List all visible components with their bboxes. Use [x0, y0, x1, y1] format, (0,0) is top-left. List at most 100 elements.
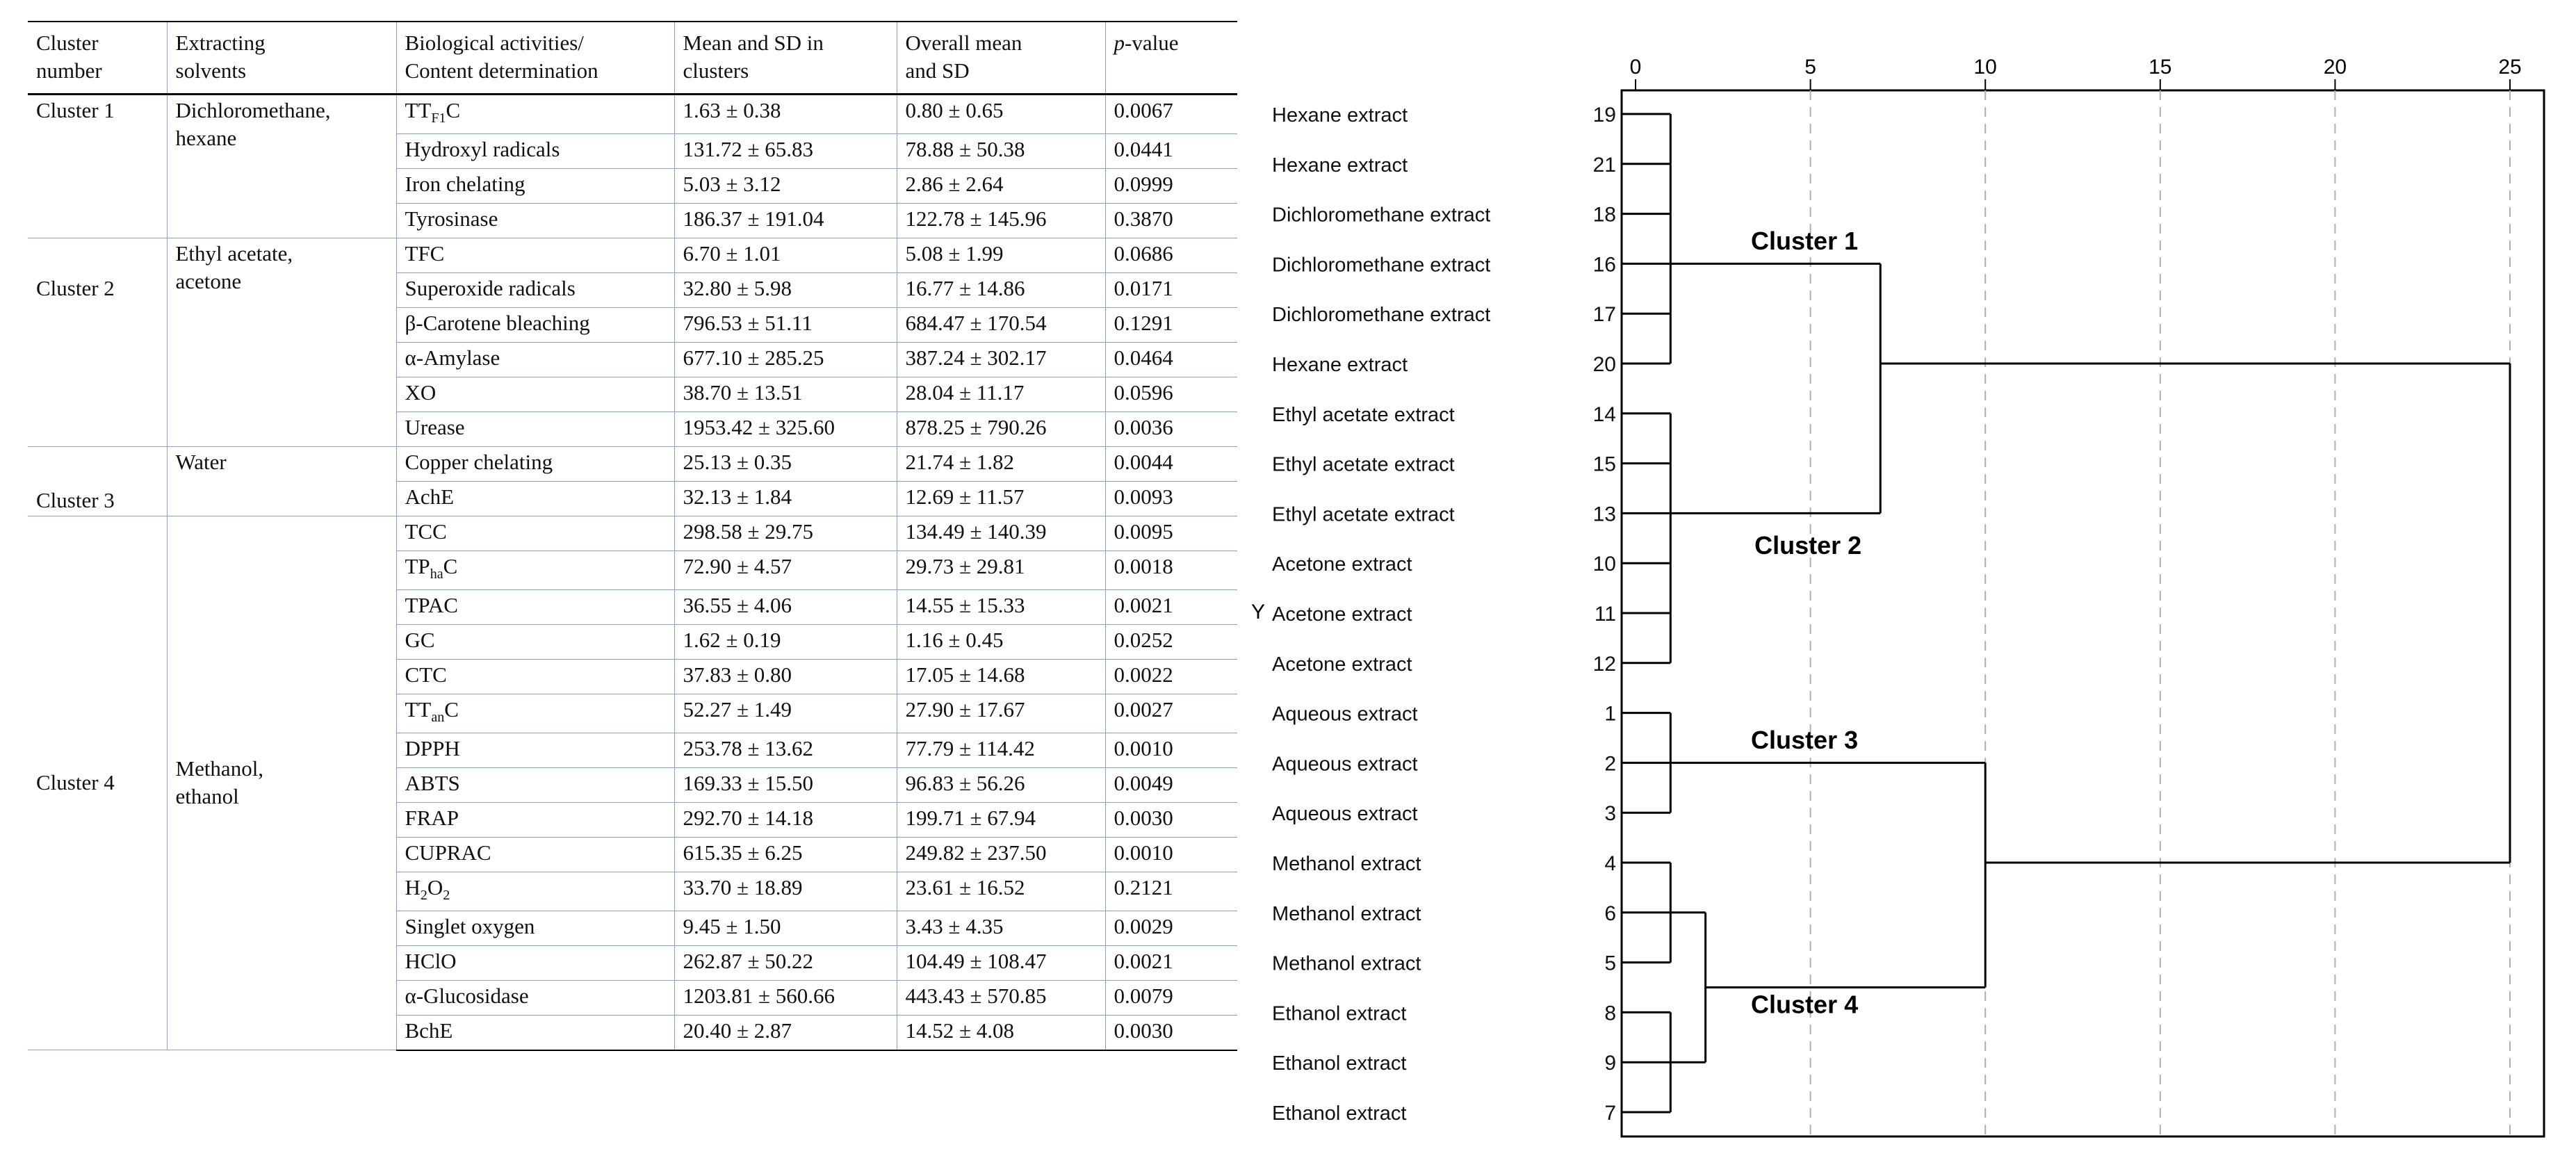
leaf-label: Dichloromethane extract	[1272, 254, 1490, 276]
solvent-text: hexane	[175, 125, 237, 150]
overall-mean-sd-cell: 684.47 ± 170.54	[896, 307, 1105, 343]
leaf-label: Acetone extract	[1272, 653, 1412, 676]
table-header: Cluster number Extracting solvents Biologi…	[28, 21, 1237, 95]
p-value-cell: 0.0079	[1104, 980, 1237, 1016]
p-value-cell: 0.0021	[1104, 589, 1237, 625]
table-row: BchE 20.40 ± 2.87 14.52 ± 4.08 0.0030	[28, 1015, 1237, 1051]
p-value-cell: 0.0067	[1104, 94, 1237, 134]
overall-mean-sd-cell: 77.79 ± 114.42	[896, 733, 1105, 769]
activity-cell: XO	[396, 377, 674, 412]
p-value-cell: 0.0049	[1104, 767, 1237, 804]
extracting-solvents-cell: Dichloromethane, hexane	[166, 94, 396, 238]
y-axis-label: Y	[1251, 601, 1265, 624]
table-row: GC 1.62 ± 0.19 1.16 ± 0.45 0.0252	[28, 624, 1237, 660]
leaf-label: Acetone extract	[1272, 603, 1412, 626]
mean-sd-cell: 5.03 ± 3.12	[674, 168, 897, 204]
overall-mean-sd-cell: 387.24 ± 302.17	[896, 342, 1105, 377]
mean-sd-cell: 796.53 ± 51.11	[674, 307, 897, 343]
p-value-cell: 0.2121	[1104, 872, 1237, 912]
table-row: Iron chelating 5.03 ± 3.12 2.86 ± 2.64 0.09…	[28, 168, 1237, 204]
x-tick-label: 20	[2324, 56, 2347, 79]
table-row: Cluster 1 Dichloromethane, hexane TTF1C 1.63…	[28, 94, 1237, 238]
p-value-cell: 0.0029	[1104, 911, 1237, 947]
extracting-solvents-cell: Water	[166, 446, 396, 516]
overall-mean-sd-cell: 3.43 ± 4.35	[896, 911, 1105, 947]
activity-cell: AchE	[396, 481, 674, 516]
cluster-number-cell: Cluster 1	[28, 94, 167, 238]
leaf-id: 1	[1604, 703, 1616, 726]
p-value-cell: 0.3870	[1104, 203, 1237, 238]
mean-sd-cell: 169.33 ± 15.50	[674, 767, 897, 804]
leaf-label: Ethyl acetate extract	[1272, 503, 1455, 525]
p-value-cell: 0.0999	[1104, 168, 1237, 204]
p-value-cell: 0.0686	[1104, 238, 1237, 273]
p-value-cell: 0.0021	[1104, 945, 1237, 981]
overall-mean-sd-cell: 16.77 ± 14.86	[896, 272, 1105, 308]
activity-cell: TTF1C	[396, 94, 674, 134]
table-row: TPhaC 72.90 ± 4.57 29.73 ± 29.81 0.0018	[28, 551, 1237, 590]
cluster-number-cell: Cluster 2	[28, 238, 167, 447]
leaf-label: Ethyl acetate extract	[1272, 404, 1455, 426]
overall-mean-sd-cell: 78.88 ± 50.38	[896, 133, 1105, 169]
activity-cell: HClO	[396, 945, 674, 981]
p-value-cell: 0.0036	[1104, 411, 1237, 447]
mean-sd-cell: 72.90 ± 4.57	[674, 551, 897, 590]
overall-mean-sd-cell: 21.74 ± 1.82	[896, 446, 1105, 482]
leaf-id: 16	[1593, 253, 1616, 276]
activity-cell: H2O2	[396, 872, 674, 912]
table-row: HClO 262.87 ± 50.22 104.49 ± 108.47 0.0021	[28, 945, 1237, 981]
cluster-label: Cluster 4	[36, 770, 115, 795]
cluster-annotation: Cluster 1	[1751, 227, 1858, 255]
activity-cell: TPhaC	[396, 551, 674, 590]
cluster-annotation: Cluster 4	[1751, 991, 1858, 1019]
leaf-id: 15	[1593, 453, 1616, 476]
mean-sd-cell: 33.70 ± 18.89	[674, 872, 897, 912]
overall-mean-sd-cell: 878.25 ± 790.26	[896, 411, 1105, 447]
cluster-label: Cluster 3	[36, 487, 115, 512]
overall-mean-sd-cell: 122.78 ± 145.96	[896, 203, 1105, 238]
table-row: Cluster 2 Ethyl acetate, acetone TFC 6.70 ± …	[28, 238, 1237, 447]
table-row: Urease 1953.42 ± 325.60 878.25 ± 790.26 0.0…	[28, 411, 1237, 447]
p-value-cell: 0.0093	[1104, 481, 1237, 516]
header-p-value: p-value	[1104, 21, 1237, 95]
table-row: β-Carotene bleaching 796.53 ± 51.11 684.47…	[28, 307, 1237, 343]
table-row: Cluster 4 Methanol, ethanol TCC 298.58 ± 29.…	[28, 516, 1237, 1051]
activity-cell: TTanC	[396, 694, 674, 734]
mean-sd-cell: 25.13 ± 0.35	[674, 446, 897, 482]
leaf-id: 18	[1593, 204, 1616, 227]
mean-sd-cell: 37.83 ± 0.80	[674, 659, 897, 694]
table-row: XO 38.70 ± 13.51 28.04 ± 11.17 0.0596	[28, 377, 1237, 412]
overall-mean-sd-cell: 0.80 ± 0.65	[896, 94, 1105, 134]
activity-cell: TFC	[396, 238, 674, 273]
mean-sd-cell: 9.45 ± 1.50	[674, 911, 897, 947]
solvent-text: ethanol	[175, 784, 239, 809]
leaf-label: Methanol extract	[1272, 903, 1421, 925]
table-row: α-Amylase 677.10 ± 285.25 387.24 ± 302.17 0…	[28, 342, 1237, 377]
cluster-annotation: Cluster 3	[1751, 726, 1858, 754]
table-row: Cluster 3 Water Copper chelating 25.13 ± 0.…	[28, 446, 1237, 516]
p-value-cell: 0.0464	[1104, 342, 1237, 377]
dendrogram-panel: 0 5 10 15 20 25 Y Hexane extract 19 Hexane extrac…	[1237, 0, 2576, 1146]
overall-mean-sd-cell: 14.52 ± 4.08	[896, 1015, 1105, 1051]
leaf-id: 17	[1593, 303, 1616, 326]
leaf-id: 10	[1593, 553, 1616, 576]
overall-mean-sd-cell: 249.82 ± 237.50	[896, 837, 1105, 873]
mean-sd-cell: 298.58 ± 29.75	[674, 516, 897, 551]
leaf-id: 3	[1604, 802, 1616, 825]
solvent-text: Dichloromethane,	[175, 97, 331, 122]
table-row: TTanC 52.27 ± 1.49 27.90 ± 17.67 0.0027	[28, 694, 1237, 734]
solvent-text: Water	[175, 449, 227, 474]
activity-cell: FRAP	[396, 802, 674, 838]
table-row: H2O2 33.70 ± 18.89 23.61 ± 16.52 0.2121	[28, 872, 1237, 912]
activity-cell: CTC	[396, 659, 674, 694]
table-row: CUPRAC 615.35 ± 6.25 249.82 ± 237.50 0.0010	[28, 837, 1237, 873]
activity-cell: Superoxide radicals	[396, 272, 674, 308]
mean-sd-cell: 36.55 ± 4.06	[674, 589, 897, 625]
leaf-label: Aqueous extract	[1272, 703, 1418, 726]
overall-mean-sd-cell: 96.83 ± 56.26	[896, 767, 1105, 804]
x-tick-label: 5	[1804, 56, 1816, 79]
mean-sd-cell: 131.72 ± 65.83	[674, 133, 897, 169]
table-row: Superoxide radicals 32.80 ± 5.98 16.77 ± 1…	[28, 272, 1237, 308]
leaf-label: Hexane extract	[1272, 154, 1408, 177]
activity-cell: DPPH	[396, 733, 674, 769]
